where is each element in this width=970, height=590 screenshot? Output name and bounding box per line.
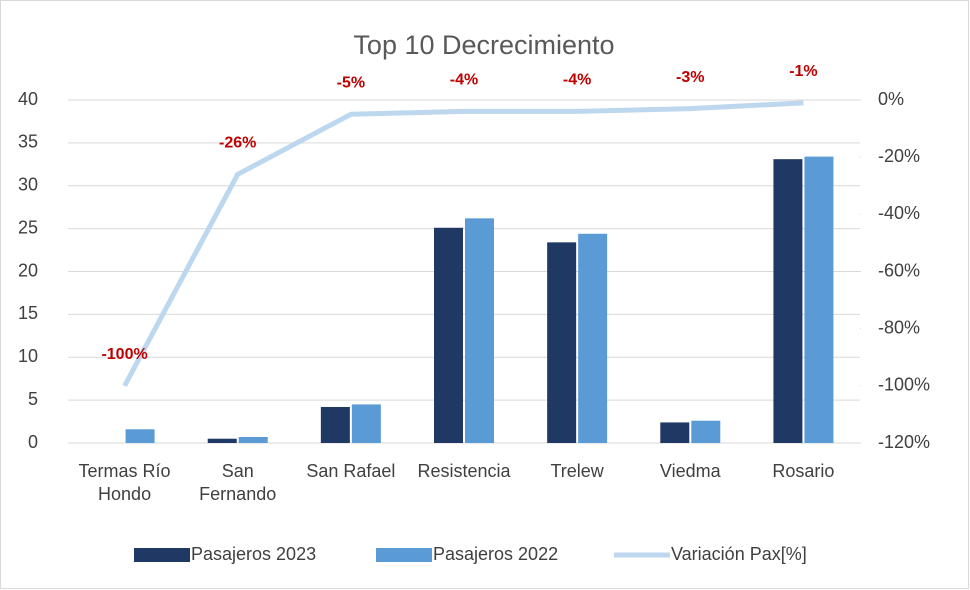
line-series — [122, 100, 804, 388]
x-tick-label: Termas Río Hondo — [78, 461, 171, 504]
x-tick-label: Resistencia — [417, 461, 511, 481]
y2-tick-label: -120% — [878, 432, 930, 452]
bar — [547, 242, 577, 443]
y2-tick-label: -60% — [878, 260, 920, 280]
bar — [465, 218, 494, 443]
data-label: -5% — [337, 75, 365, 92]
y-tick-label: 30 — [18, 175, 38, 195]
legend-swatch — [376, 548, 432, 562]
bar — [578, 233, 608, 443]
x-tick-label: Rosario — [772, 461, 835, 481]
y-tick-label: 25 — [18, 217, 38, 237]
data-label: -100% — [101, 346, 147, 363]
bar — [434, 227, 463, 443]
y-tick-label: 5 — [28, 389, 38, 409]
y-tick-label: 10 — [18, 346, 38, 366]
x-tick-label: Viedma — [659, 461, 721, 481]
bar — [691, 420, 721, 443]
data-label: -1% — [789, 63, 817, 80]
y-tick-label: 0 — [28, 432, 38, 452]
y2-tick-label: -100% — [878, 375, 930, 395]
bar — [351, 404, 381, 443]
bar — [773, 159, 803, 444]
data-label: -4% — [563, 72, 591, 89]
data-label: -4% — [450, 72, 478, 89]
legend-label: Variación Pax[%] — [671, 544, 807, 564]
bar — [320, 406, 350, 443]
x-tick-label: San Rafael — [306, 461, 396, 481]
bar — [804, 156, 834, 443]
legend-swatch — [134, 548, 190, 562]
chart-title: Top 10 Decrecimiento — [353, 30, 614, 60]
y2-tick-label: 0% — [878, 89, 904, 109]
y-tick-label: 40 — [18, 89, 38, 109]
y2-tick-label: -20% — [878, 146, 920, 166]
y2-tick-label: -40% — [878, 203, 920, 223]
x-tick-label: Trelew — [550, 461, 604, 481]
y2-tick-label: -80% — [878, 317, 920, 337]
data-label: -26% — [219, 135, 256, 152]
x-tick-label: San Fernando — [199, 461, 277, 504]
y-tick-label: 20 — [18, 260, 38, 280]
bar — [660, 422, 690, 443]
legend-label: Pasajeros 2022 — [433, 544, 558, 564]
bar — [207, 438, 237, 443]
legend-label: Pasajeros 2023 — [191, 544, 316, 564]
bar — [125, 429, 155, 443]
bar — [238, 436, 268, 443]
y-tick-label: 35 — [18, 132, 38, 152]
data-label: -3% — [676, 69, 704, 86]
y-tick-label: 15 — [18, 303, 38, 323]
